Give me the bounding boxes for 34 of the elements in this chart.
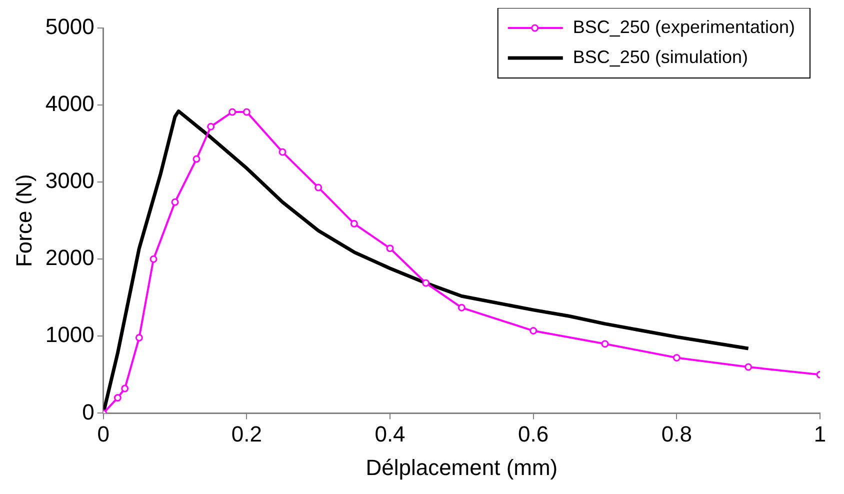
y-tick-label: 4000 (45, 91, 94, 116)
point (242, 108, 250, 116)
point (458, 304, 466, 312)
y-tick-label: 5000 (45, 14, 94, 40)
point (192, 155, 200, 163)
point (135, 334, 143, 342)
point (121, 384, 129, 392)
point (207, 122, 215, 130)
point (228, 108, 236, 116)
point (150, 255, 158, 263)
x-tick-label: 0.2 (231, 421, 262, 446)
x-tick-label: 1 (814, 421, 826, 446)
legend-label: BSC_250 (simulation) (572, 46, 748, 67)
point (386, 244, 394, 252)
point (601, 340, 609, 348)
x-axis-title: Délplacement (mm) (366, 454, 558, 480)
y-tick-label: 0 (82, 399, 94, 424)
point (114, 394, 122, 402)
y-axis-title: Force (N) (11, 174, 36, 268)
point (278, 148, 286, 156)
legend-label: BSC_250 (experimentation) (572, 16, 796, 37)
point (422, 279, 430, 287)
y-tick-label: 2000 (45, 245, 94, 270)
x-tick-label: 0.6 (518, 421, 549, 446)
point (314, 184, 322, 192)
x-tick-label: 0.4 (374, 421, 406, 446)
point (672, 354, 680, 362)
x-tick-label: 0.8 (661, 421, 692, 446)
point (744, 363, 752, 371)
point (350, 220, 358, 228)
y-tick-label: 1000 (45, 322, 94, 348)
y-tick-label: 3000 (45, 168, 94, 194)
point (171, 198, 179, 206)
point (530, 327, 538, 335)
